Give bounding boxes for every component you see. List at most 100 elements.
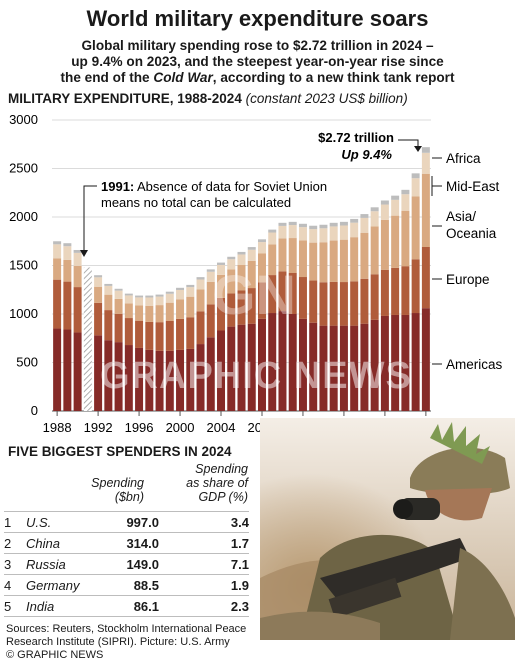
bar-segment-asiaoceania-2024 (421, 173, 430, 247)
bar-segment-europe-2011 (288, 272, 297, 314)
cell-spending: 149.0 (121, 553, 159, 575)
bar-segment-africa-2002 (196, 277, 205, 280)
bar-segment-americas-2007 (247, 323, 256, 411)
page-title: World military expenditure soars (86, 6, 429, 31)
bar-segment-mideast-1998 (155, 296, 164, 306)
bar-segment-africa-2016 (339, 221, 348, 226)
col-header-gdp-line-2: as share of (186, 476, 248, 490)
bar-segment-europe-1988 (53, 279, 62, 329)
bar-segment-americas-2016 (339, 325, 348, 411)
bar-segment-americas-2023 (411, 313, 420, 411)
bar-segment-africa-2009 (268, 229, 277, 233)
bar-segment-americas-1997 (145, 349, 154, 411)
bar-segment-africa-2010 (278, 222, 287, 226)
bar-segment-africa-2007 (247, 247, 256, 250)
bar-segment-americas-2010 (278, 311, 287, 411)
bar-segment-asiaoceania-1992 (94, 286, 103, 303)
bar-segment-europe-2012 (298, 277, 307, 319)
soviet-arrow-head (80, 250, 88, 257)
watermark-logo: GN (212, 263, 296, 326)
y-tick-label: 3000 (9, 112, 38, 127)
bar-segment-americas-2015 (329, 325, 338, 411)
legend-asia: Asia/ (446, 209, 476, 224)
bar-segment-africa-1994 (114, 288, 123, 291)
bar-segment-europe-2008 (257, 282, 266, 319)
bar-segment-europe-1999 (165, 320, 174, 351)
bar-segment-europe-2003 (206, 304, 215, 338)
subtitle-line-2: up 9.4% on 2023, and the steepest year-o… (71, 54, 444, 69)
bar-segment-mideast-1995 (124, 295, 133, 304)
y-tick-label: 1500 (9, 258, 38, 273)
bar-segment-africa-2001 (186, 284, 195, 288)
bar-segment-mideast-1994 (114, 290, 123, 299)
bar-segment-mideast-1997 (145, 297, 154, 306)
bar-segment-americas-2019 (370, 319, 379, 411)
bar-segment-asiaoceania-1994 (114, 298, 123, 314)
bar-segment-americas-2024 (421, 308, 430, 411)
bar-segment-asiaoceania-2017 (350, 237, 359, 282)
bar-segment-americas-2000 (176, 349, 185, 411)
bar-segment-asiaoceania-2022 (401, 210, 410, 267)
legend-africa: Africa (446, 151, 481, 166)
bar-segment-asiaoceania-2023 (411, 196, 420, 260)
bar-missing-1991 (83, 267, 92, 411)
x-tick-label: 2004 (207, 420, 236, 435)
table-heading: FIVE BIGGEST SPENDERS IN 2024 (8, 444, 232, 459)
bar-segment-mideast-2011 (288, 225, 297, 239)
cell-country: China (26, 532, 121, 554)
bar-segment-europe-2007 (247, 288, 256, 324)
bar-segment-europe-1998 (155, 322, 164, 351)
y-tick-label: 1000 (9, 306, 38, 321)
bar-segment-europe-2019 (370, 274, 379, 320)
bar-segment-asiaoceania-2015 (329, 240, 338, 282)
bar-segment-asiaoceania-2006 (237, 265, 246, 291)
bar-segment-europe-2013 (309, 280, 318, 323)
x-tick-label: 1988 (43, 420, 72, 435)
bar-segment-americas-2004 (217, 330, 226, 411)
bar-segment-asiaoceania-2011 (288, 238, 297, 273)
bar-segment-europe-2015 (329, 281, 338, 326)
cell-spending: 88.5 (121, 574, 159, 596)
bar-segment-americas-2009 (268, 313, 277, 411)
x-tick-label: 2000 (166, 420, 195, 435)
y-tick-label: 2500 (9, 161, 38, 176)
cell-country: Germany (26, 574, 121, 596)
bar-segment-asiaoceania-1993 (104, 294, 113, 311)
bar-segment-europe-1997 (145, 321, 154, 350)
table-row: 1 U.S. 997.0 3.4 (4, 511, 249, 533)
cell-spending: 997.0 (121, 511, 159, 533)
stacked-bar-chart: 0 500 1000 1500 2000 2500 3000 1988 1992 1996 2000… (9, 112, 502, 435)
bar-segment-europe-2004 (217, 297, 226, 331)
bar-segment-americas-1988 (53, 328, 62, 411)
cell-gdp: 7.1 (159, 553, 249, 575)
bar-segment-africa-2013 (309, 225, 318, 230)
bar-segment-mideast-2001 (186, 287, 195, 297)
bar-segment-asiaoceania-2013 (309, 242, 318, 281)
bar-segment-americas-1993 (104, 340, 113, 411)
bar-segment-europe-2024 (421, 246, 430, 309)
bar-segment-asiaoceania-1996 (135, 305, 144, 321)
bar-segment-africa-2021 (391, 195, 400, 200)
bar-segment-asiaoceania-2005 (227, 269, 236, 294)
bar-segment-americas-2018 (360, 323, 369, 411)
bar-segment-africa-2003 (206, 269, 215, 272)
bar-segment-europe-2023 (411, 259, 420, 314)
bar-segment-africa-2015 (329, 222, 338, 227)
sources-line-2: Research Institute (SIPRI). Picture: U.S… (6, 636, 230, 648)
bar-segment-asiaoceania-2002 (196, 289, 205, 312)
bar-segment-mideast-2017 (350, 222, 359, 238)
bar-segment-mideast-1993 (104, 285, 113, 295)
bar-segment-africa-2023 (411, 173, 420, 179)
bar-segment-americas-2011 (288, 314, 297, 411)
bar-segment-mideast-2024 (421, 152, 430, 174)
chart-heading-units: (constant 2023 US$ billion) (245, 91, 408, 106)
bar-segment-africa-2011 (288, 221, 297, 226)
bar-segment-asiaoceania-2004 (217, 274, 226, 298)
bar-segment-europe-2014 (319, 282, 328, 326)
cell-gdp: 2.3 (159, 595, 249, 617)
cell-rank: 5 (4, 595, 26, 617)
bar-segment-africa-1996 (135, 295, 144, 298)
col-header-gdp-line-1: Spending (195, 462, 248, 476)
bar-segment-americas-1995 (124, 345, 133, 411)
bar-segment-europe-2017 (350, 281, 359, 326)
